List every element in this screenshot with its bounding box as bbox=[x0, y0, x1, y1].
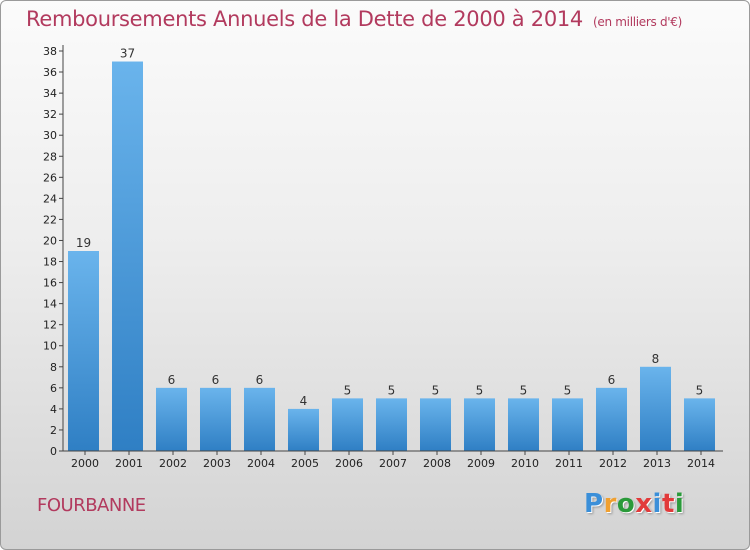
value-label-2001: 37 bbox=[120, 47, 135, 61]
value-label-2007: 5 bbox=[388, 383, 396, 397]
x-tick-label-2014: 2014 bbox=[687, 457, 715, 470]
y-tick-label-28: 28 bbox=[43, 150, 57, 163]
bar-2014 bbox=[684, 398, 715, 451]
y-tick-label-22: 22 bbox=[43, 213, 57, 226]
bar-2004 bbox=[244, 387, 275, 451]
y-tick-label-10: 10 bbox=[43, 340, 57, 353]
x-tick-label-2011: 2011 bbox=[555, 457, 583, 470]
value-label-2004: 6 bbox=[256, 373, 264, 387]
y-tick-label-4: 4 bbox=[50, 403, 57, 416]
logo-letter: i bbox=[674, 489, 685, 519]
y-tick-label-6: 6 bbox=[50, 382, 57, 395]
x-tick-label-2000: 2000 bbox=[71, 457, 99, 470]
y-tick-label-0: 0 bbox=[50, 445, 57, 458]
logo-letter: P bbox=[584, 489, 604, 519]
x-tick-label-2013: 2013 bbox=[643, 457, 671, 470]
bar-2012 bbox=[596, 387, 627, 451]
commune-name: FOURBANNE bbox=[37, 495, 146, 516]
y-tick-label-14: 14 bbox=[43, 298, 57, 311]
x-tick-label-2010: 2010 bbox=[511, 457, 539, 470]
y-tick-label-18: 18 bbox=[43, 256, 57, 269]
bar-2011 bbox=[552, 398, 583, 451]
value-label-2009: 5 bbox=[476, 383, 484, 397]
bar-2000 bbox=[68, 251, 99, 451]
value-label-2014: 5 bbox=[696, 383, 704, 397]
bar-2005 bbox=[288, 408, 319, 451]
value-label-2002: 6 bbox=[168, 373, 176, 387]
logo-letter: x bbox=[635, 489, 653, 519]
x-tick-label-2009: 2009 bbox=[467, 457, 495, 470]
value-label-2005: 4 bbox=[300, 394, 308, 408]
bar-2001 bbox=[112, 61, 143, 452]
y-tick-label-12: 12 bbox=[43, 319, 57, 332]
y-tick-label-36: 36 bbox=[43, 66, 57, 79]
bar-2007 bbox=[376, 398, 407, 451]
x-tick-label-2002: 2002 bbox=[159, 457, 187, 470]
bar-2013 bbox=[640, 366, 671, 451]
chart-title: Remboursements Annuels de la Dette de 20… bbox=[26, 7, 682, 31]
bar-2003 bbox=[200, 387, 231, 451]
value-label-2013: 8 bbox=[652, 352, 660, 366]
x-tick-label-2008: 2008 bbox=[423, 457, 451, 470]
x-tick-label-2006: 2006 bbox=[335, 457, 363, 470]
logo-letter: r bbox=[603, 489, 617, 519]
bar-2002 bbox=[156, 387, 187, 451]
y-tick-label-20: 20 bbox=[43, 234, 57, 247]
y-tick-label-24: 24 bbox=[43, 192, 57, 205]
logo-letter: t bbox=[661, 489, 675, 519]
value-label-2006: 5 bbox=[344, 383, 352, 397]
x-tick-label-2007: 2007 bbox=[379, 457, 407, 470]
chart-unit: (en milliers d'€) bbox=[593, 15, 683, 29]
x-tick-label-2003: 2003 bbox=[203, 457, 231, 470]
value-label-2003: 6 bbox=[212, 373, 220, 387]
x-tick-label-2001: 2001 bbox=[115, 457, 143, 470]
y-tick-label-30: 30 bbox=[43, 129, 57, 142]
bar-2010 bbox=[508, 398, 539, 451]
x-tick-label-2005: 2005 bbox=[291, 457, 319, 470]
y-tick-label-8: 8 bbox=[50, 361, 57, 374]
bar-2008 bbox=[420, 398, 451, 451]
value-label-2010: 5 bbox=[520, 383, 528, 397]
y-tick-label-16: 16 bbox=[43, 277, 57, 290]
y-tick-label-26: 26 bbox=[43, 171, 57, 184]
y-tick-label-32: 32 bbox=[43, 108, 57, 121]
value-label-2000: 19 bbox=[76, 236, 91, 250]
y-tick-label-34: 34 bbox=[43, 87, 57, 100]
logo-letter: i bbox=[652, 489, 662, 519]
value-label-2008: 5 bbox=[432, 383, 440, 397]
bar-2006 bbox=[332, 398, 363, 451]
y-tick-label-2: 2 bbox=[50, 424, 57, 437]
bar-2009 bbox=[464, 398, 495, 451]
value-label-2012: 6 bbox=[608, 373, 616, 387]
logo-letter: o bbox=[616, 489, 636, 519]
chart-title-text: Remboursements Annuels de la Dette de 20… bbox=[26, 7, 583, 31]
x-tick-label-2012: 2012 bbox=[599, 457, 627, 470]
x-tick-label-2004: 2004 bbox=[247, 457, 275, 470]
value-label-2011: 5 bbox=[564, 383, 572, 397]
proxiti-logo[interactable]: Proxiti bbox=[584, 489, 684, 519]
y-tick-label-38: 38 bbox=[43, 45, 57, 58]
